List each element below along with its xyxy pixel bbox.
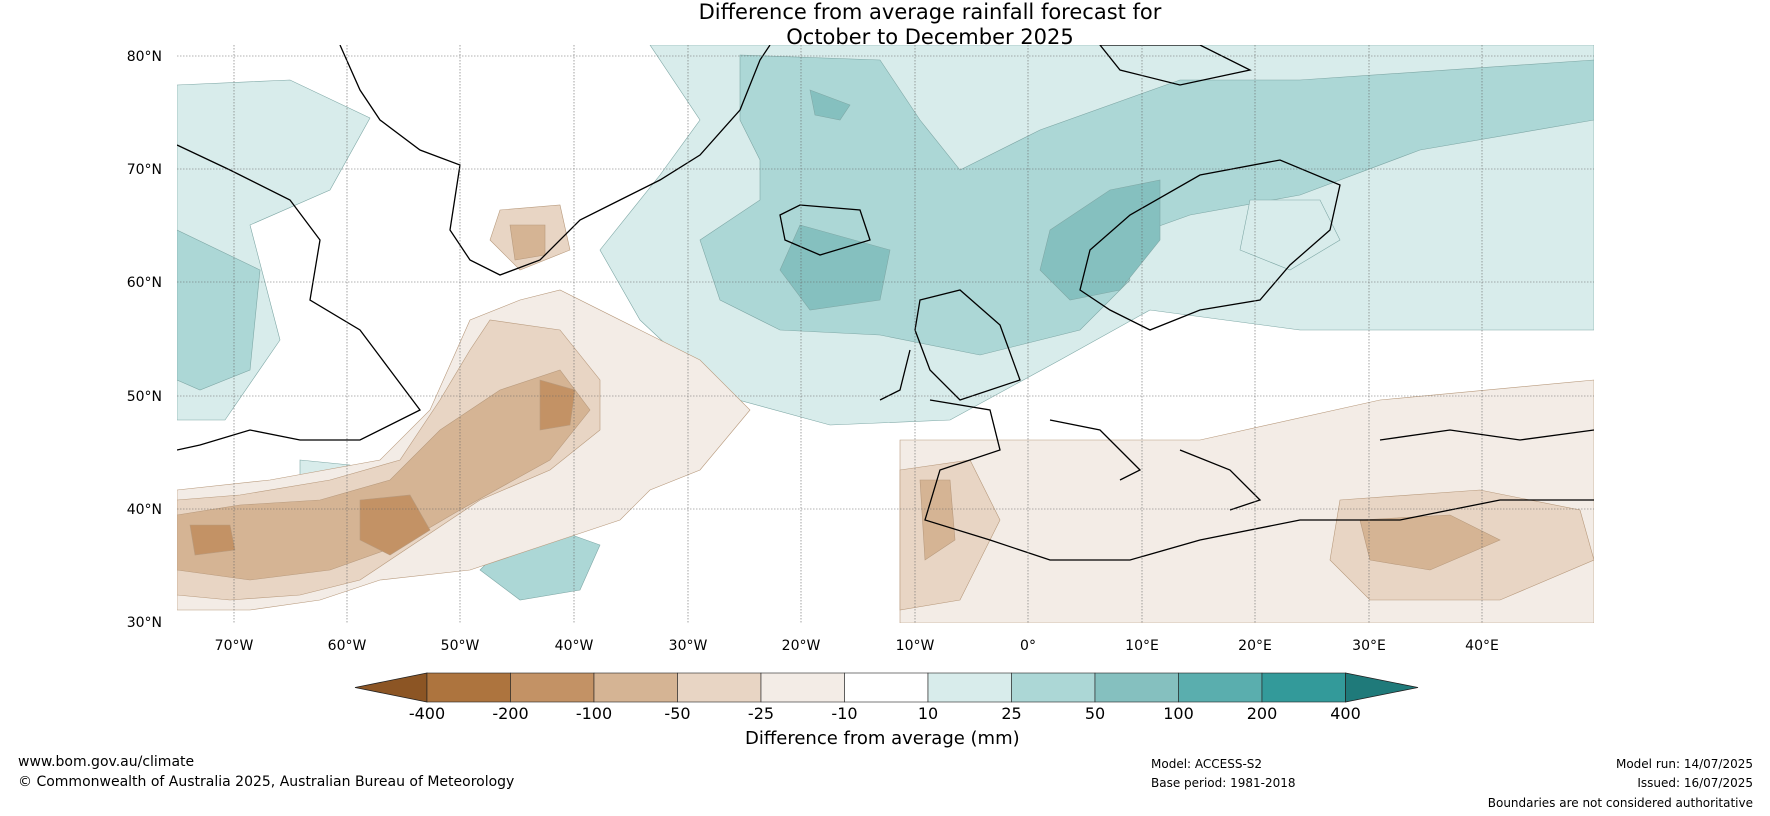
lon-label: 0° <box>1020 638 1036 654</box>
issued-text: Issued: 16/07/2025 <box>1637 776 1753 790</box>
colorbar-tick-label: -200 <box>492 704 528 723</box>
coastlines <box>177 45 1594 561</box>
colorbar-segment <box>593 672 678 703</box>
colorbar-tick-label: -10 <box>831 704 857 723</box>
gridlines <box>177 45 1594 623</box>
lat-label: 70°N <box>127 162 162 178</box>
latitude-labels: 80°N 70°N 60°N 50°N 40°N 30°N <box>127 49 162 631</box>
colorbar-tick-label: 50 <box>1085 704 1105 723</box>
colorbar-segment <box>1261 672 1346 703</box>
disclaimer-text: Boundaries are not considered authoritat… <box>1487 796 1753 810</box>
lon-label: 30°W <box>669 638 708 654</box>
colorbar-segment <box>426 672 511 703</box>
lon-label: 10°E <box>1125 638 1159 654</box>
colorbar-segment <box>1178 672 1263 703</box>
wet-anomaly-regions <box>177 45 1594 601</box>
longitude-labels: 70°W 60°W 50°W 40°W 30°W 20°W 10°W 0° 10… <box>215 638 1499 654</box>
lat-label: 30°N <box>127 615 162 631</box>
model-text: Model: ACCESS-S2 <box>1151 757 1263 771</box>
map-area <box>177 45 1594 623</box>
colorbar-tick-label: 400 <box>1330 704 1361 723</box>
copyright-text: © Commonwealth of Australia 2025, Austra… <box>18 774 515 790</box>
lat-label: 50°N <box>127 389 162 405</box>
colorbar-tick-label: 10 <box>918 704 938 723</box>
colorbar-segment <box>510 672 595 703</box>
lon-label: 60°W <box>328 638 367 654</box>
lon-label: 20°E <box>1238 638 1272 654</box>
colorbar-segment <box>927 672 1012 703</box>
colorbar-tick-label: -25 <box>748 704 774 723</box>
lon-label: 30°E <box>1352 638 1386 654</box>
title-line-2: October to December 2025 <box>786 25 1074 49</box>
colorbar-title: Difference from average (mm) <box>745 728 1020 749</box>
title-line-1: Difference from average rainfall forecas… <box>698 0 1162 24</box>
colorbar-segment <box>844 672 929 703</box>
lon-label: 20°W <box>782 638 821 654</box>
lat-label: 80°N <box>127 49 162 65</box>
colorbar-tick-labels: -400 -200 -100 -50 -25 -10 10 25 50 100 200 400 <box>409 704 1361 723</box>
colorbar-tick-label: 100 <box>1163 704 1194 723</box>
base-period-text: Base period: 1981-2018 <box>1151 776 1296 790</box>
map-title: Difference from average rainfall forecas… <box>0 0 1770 50</box>
lon-label: 70°W <box>215 638 254 654</box>
lat-label: 60°N <box>127 275 162 291</box>
colorbar-segment <box>1011 672 1096 703</box>
lon-label: 50°W <box>441 638 480 654</box>
colorbar-segment <box>677 672 762 703</box>
lon-label: 10°W <box>896 638 935 654</box>
lat-label: 40°N <box>127 502 162 518</box>
colorbar-tick-label: -50 <box>664 704 690 723</box>
model-run-text: Model run: 14/07/2025 <box>1615 757 1753 771</box>
lon-label: 40°W <box>555 638 594 654</box>
colorbar-tick-label: -100 <box>576 704 612 723</box>
colorbar-segment <box>760 672 845 703</box>
colorbar-segment <box>1094 672 1179 703</box>
colorbar-tick-label: 200 <box>1247 704 1278 723</box>
colorbar <box>354 672 1419 703</box>
dry-anomaly-regions <box>177 204 1594 623</box>
lon-label: 40°E <box>1465 638 1499 654</box>
colorbar-tick-label: 25 <box>1001 704 1021 723</box>
colorbar-tick-label: -400 <box>409 704 445 723</box>
colorbar-extension-high <box>1345 672 1419 703</box>
website-text: www.bom.gov.au/climate <box>18 754 195 770</box>
colorbar-extension-low <box>354 672 428 703</box>
